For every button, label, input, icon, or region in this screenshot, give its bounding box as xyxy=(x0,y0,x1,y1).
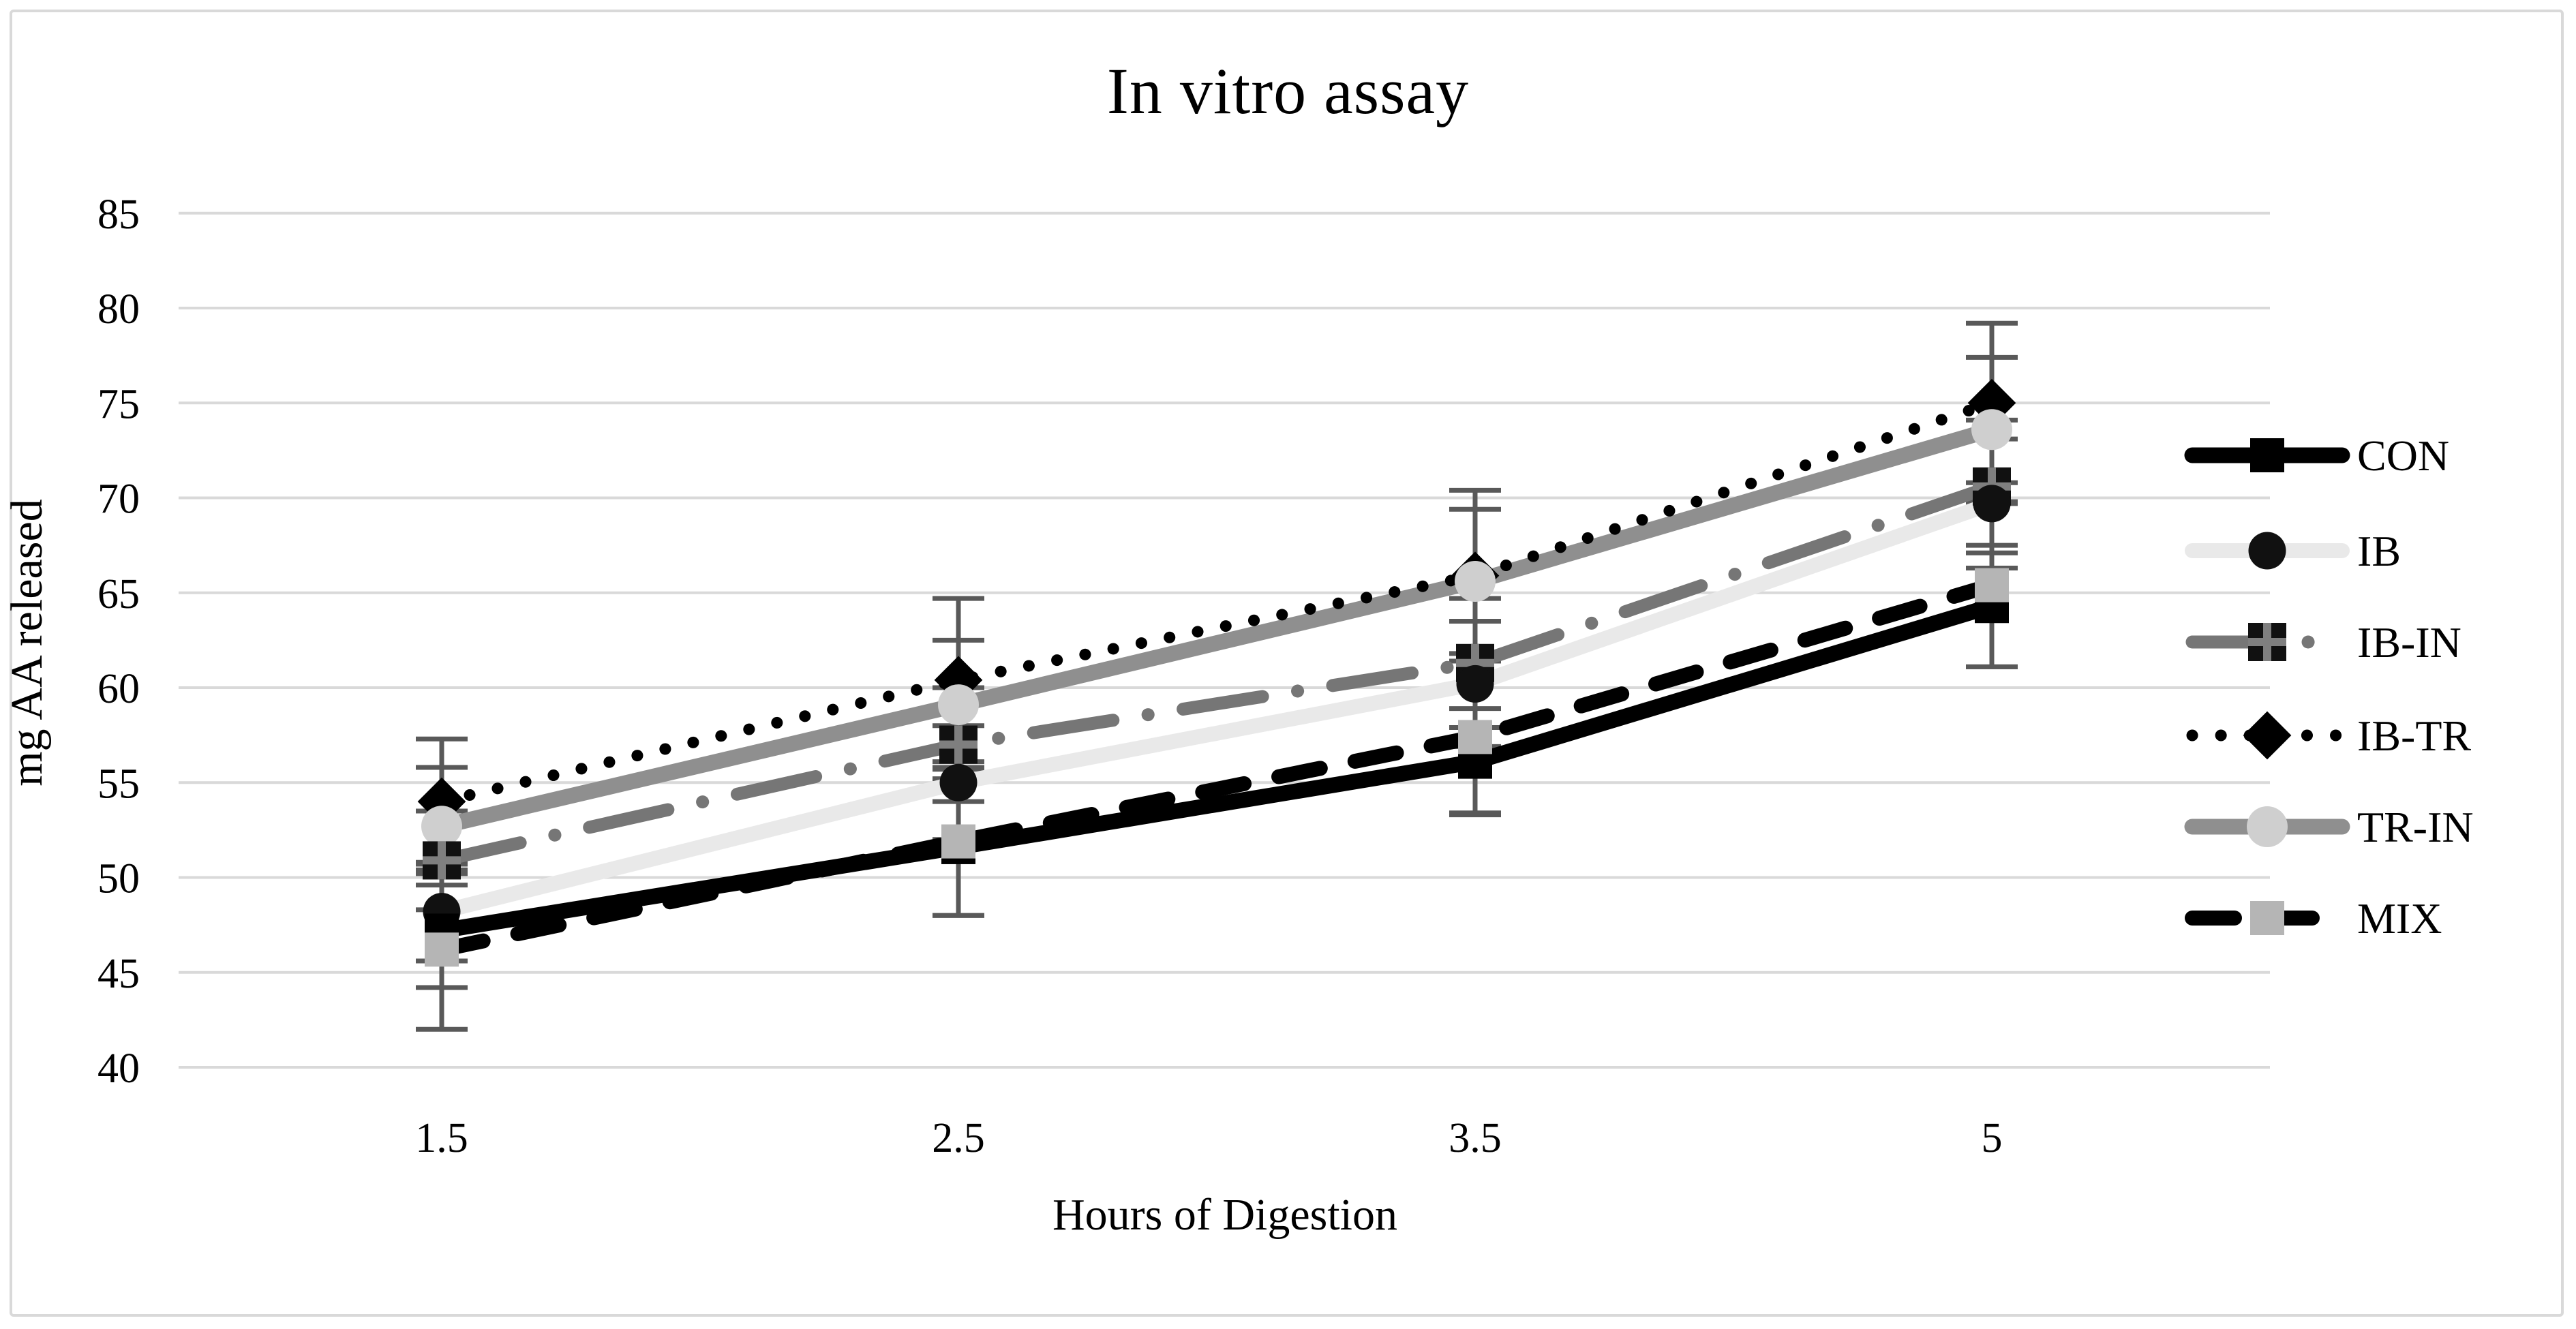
y-tick-label: 65 xyxy=(97,571,140,617)
chart-frame xyxy=(10,10,2564,1317)
legend-item-CON: CON xyxy=(2184,431,2449,480)
y-tick-label: 70 xyxy=(97,476,140,523)
x-axis-tick-labels: 1.5 2.5 3.5 5 xyxy=(415,1115,2002,1161)
marker-filled-circle xyxy=(1456,664,1494,703)
gridlines xyxy=(179,211,2270,1069)
x-tick-label: 5 xyxy=(1982,1115,2003,1161)
marker-circle xyxy=(421,806,462,847)
series-line-TR-IN xyxy=(434,421,2000,834)
series-markers-IB-TR xyxy=(417,378,2016,826)
marker-filled-circle xyxy=(2248,532,2286,570)
marker-square-plus xyxy=(2248,623,2286,661)
legend-item-MIX: MIX xyxy=(2185,894,2442,943)
legend-item-TR-IN: TR-IN xyxy=(2184,803,2474,851)
legend-item-IB-TR: IB-TR xyxy=(2186,711,2471,760)
marker-diamond xyxy=(2243,711,2292,760)
marker-circle xyxy=(938,684,979,726)
legend: CON IB IB-IN IB-TR TR-IN MIX xyxy=(2184,431,2474,943)
y-tick-label: 45 xyxy=(97,951,140,997)
y-tick-label: 60 xyxy=(97,666,140,712)
series-lines xyxy=(434,397,2000,958)
y-tick-label: 75 xyxy=(97,381,140,427)
marker-square xyxy=(1458,720,1492,754)
y-tick-label: 40 xyxy=(97,1045,140,1092)
x-tick-label: 3.5 xyxy=(1449,1115,1502,1161)
legend-label-TR-IN: TR-IN xyxy=(2357,803,2474,851)
marker-square xyxy=(941,824,975,859)
y-tick-label: 80 xyxy=(97,286,140,333)
x-tick-label: 1.5 xyxy=(415,1115,468,1161)
marker-filled-circle xyxy=(939,763,978,801)
legend-label-MIX: MIX xyxy=(2357,894,2442,943)
legend-label-IB: IB xyxy=(2357,527,2401,575)
marker-square-plus xyxy=(939,725,978,764)
marker-filled-circle xyxy=(1973,485,2011,523)
marker-square-plus xyxy=(423,841,461,880)
marker-circle xyxy=(1455,561,1496,602)
legend-label-IB-TR: IB-TR xyxy=(2357,712,2471,760)
series-line-IB xyxy=(434,495,1999,919)
series-line-MIX xyxy=(434,577,1999,958)
y-axis-title: mg AA released xyxy=(2,499,52,786)
marker-square xyxy=(1975,568,2009,602)
legend-label-IB-IN: IB-IN xyxy=(2357,618,2461,667)
series-markers-MIX xyxy=(425,568,2009,967)
y-axis-tick-labels: 85 80 75 70 65 60 55 50 45 40 xyxy=(97,192,140,1092)
marker-square xyxy=(2250,901,2284,935)
legend-item-IB-IN: IB-IN xyxy=(2185,618,2461,667)
y-tick-label: 55 xyxy=(97,761,140,807)
chart-title: In vitro assay xyxy=(1106,55,1470,127)
x-tick-label: 2.5 xyxy=(932,1115,985,1161)
series-markers xyxy=(417,378,2016,967)
marker-circle xyxy=(1971,409,2012,450)
legend-item-IB: IB xyxy=(2185,527,2401,575)
y-tick-label: 50 xyxy=(97,856,140,902)
series-line-IB-TR xyxy=(436,397,1998,808)
marker-circle xyxy=(2247,806,2288,847)
series-markers-TR-IN xyxy=(421,409,2012,847)
y-tick-label: 85 xyxy=(97,192,140,238)
marker-square xyxy=(425,932,459,967)
x-axis-title: Hours of Digestion xyxy=(1052,1190,1397,1240)
legend-label-CON: CON xyxy=(2357,431,2449,480)
marker-filled-square xyxy=(2250,438,2284,472)
series-line-IB-IN xyxy=(435,480,1999,867)
